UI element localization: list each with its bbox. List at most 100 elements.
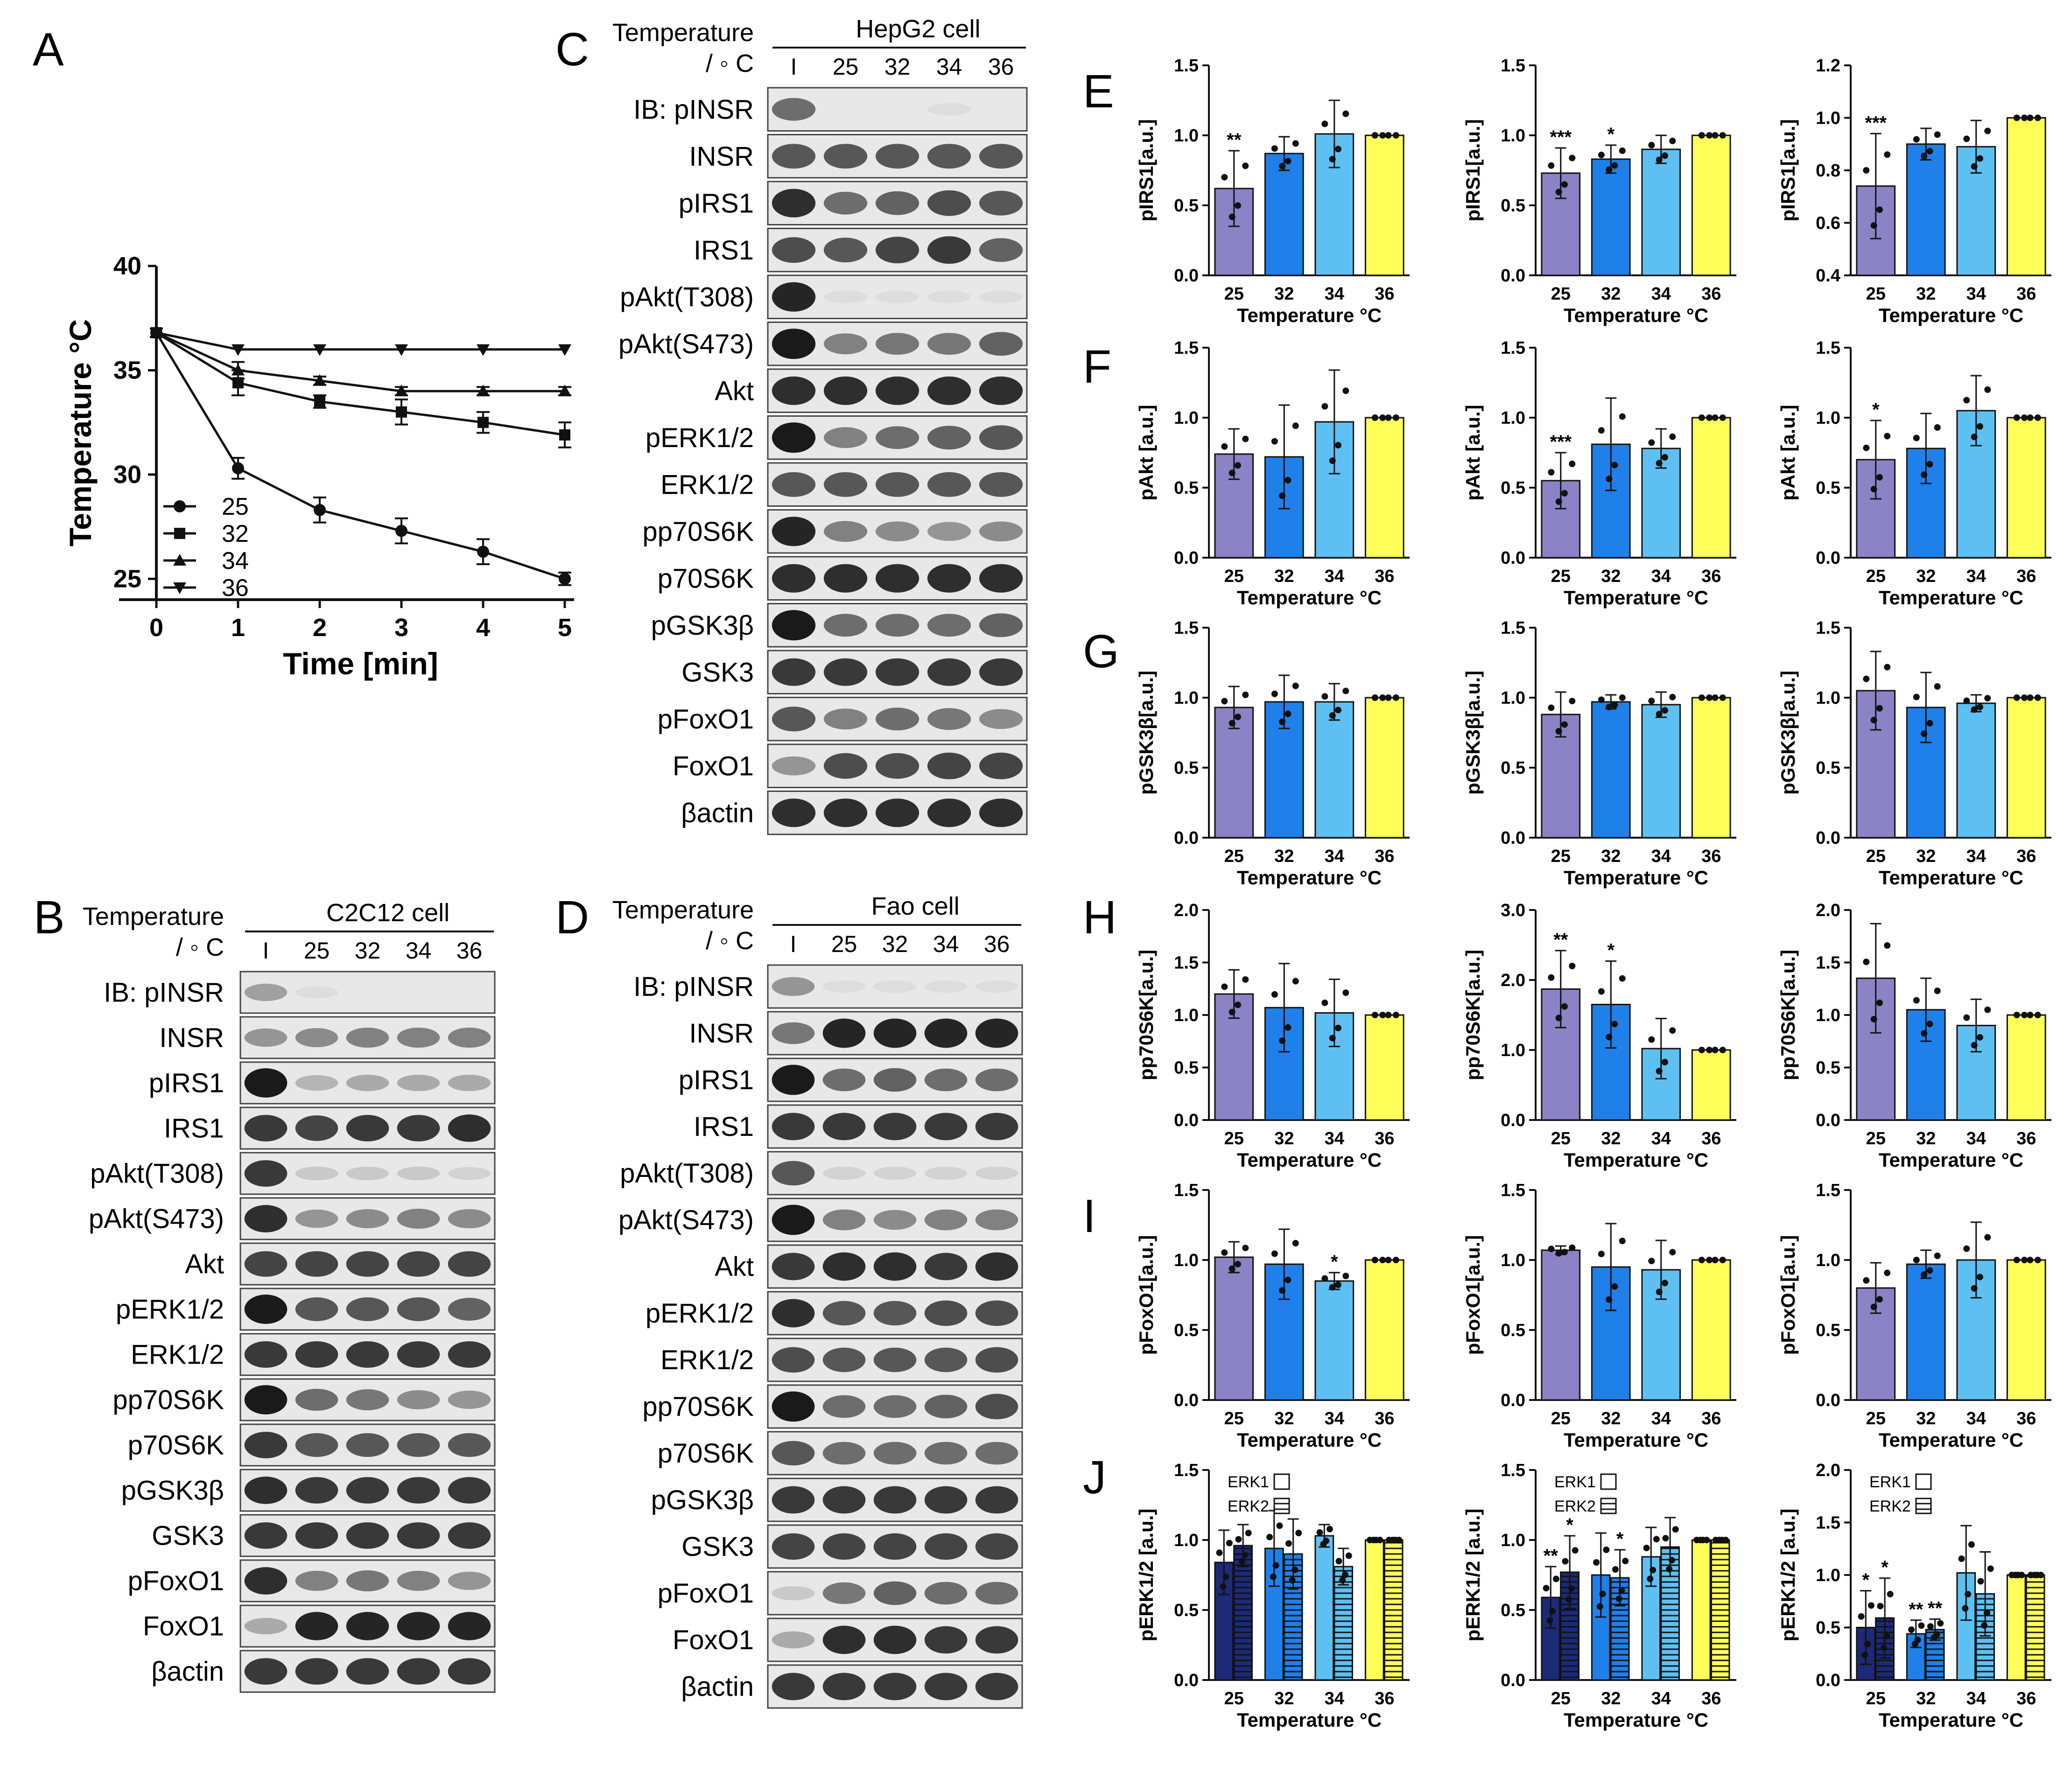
legend-swatch [1600,1473,1617,1490]
blot-band [975,1626,1018,1654]
x-tick-label: 34 [1651,847,1671,866]
blot-row-label: pIRS1 [149,1068,224,1099]
x-tick-label: 36 [1701,1409,1721,1428]
y-tick-label: 0.0 [1174,1671,1199,1690]
replicate-dot [1611,1021,1618,1028]
replicate-dot [1867,1602,1874,1609]
blot-band [346,1209,389,1229]
blot-band [448,1298,491,1321]
replicate-dot [1342,387,1349,394]
blot-band [873,1533,917,1560]
replicate-dot [1234,202,1241,209]
significance-mark: ** [1544,1546,1559,1566]
x-tick-label: 36 [2016,847,2036,866]
bar-chart-H1: 0.0 0.5 1.0 1.5 2.0 pp70S6K[a.u.] 25 32 34 36Temp… [1135,901,1410,1171]
cell-line-label: C2C12 cell [326,899,449,927]
blot-band [823,333,868,355]
blot-band [448,1167,491,1180]
replicate-dot [1643,1545,1650,1552]
blot-row-pAkt(S473): pAkt(S473) [618,1197,1023,1242]
replicate-dot [1341,1571,1348,1578]
data-point [395,525,407,537]
replicate-dot [1870,222,1877,229]
replicate-dot [1234,1260,1241,1267]
cell-line-label: Fao cell [871,892,960,920]
y-tick-label: 1.0 [1816,1566,1840,1585]
bar-chart-H3: 0.0 0.5 1.0 1.5 2.0 pp70S6K[a.u.] 25 32 34 36Temp… [1777,901,2051,1171]
replicate-dot [1241,1552,1248,1559]
temperature-label: Temperature [612,896,754,924]
y-tick-label: 1.5 [1174,1461,1199,1480]
bar-chart-I2: 0.0 0.5 1.0 1.5 pFoxO1[a.u.] 25 32 34 36Temperat… [1462,1181,1736,1451]
replicate-dot [1911,1640,1918,1647]
replicate-dot [2021,1012,2028,1018]
blot-row-label: pAkt(S473) [618,329,754,359]
replicate-dot [1650,1567,1657,1574]
y-tick-label: 25 [113,565,141,593]
x-tick-label: 25 [1866,1129,1886,1148]
bar-chart-G1: 0.0 0.5 1.0 1.5 pGSK3β[a.u.] 25 32 34 36Temperat… [1135,618,1410,889]
blot-band [822,1347,866,1372]
replicate-dot [1712,414,1719,421]
x-tick-label: 32 [1274,567,1294,586]
bar-32-32 [1591,158,1631,276]
blot-band [244,1341,288,1368]
blot-band [927,144,971,169]
blot-band [346,1074,389,1092]
replicate-dot [1863,444,1870,451]
x-tick-label: 32 [1274,1689,1294,1708]
replicate-dot [2037,1572,2044,1578]
replicate-dot [1271,1250,1278,1257]
y-tick-label: 1.0 [1816,1251,1840,1270]
blot-row-Akt: Akt [185,1242,496,1286]
legend-entry: 34 [163,547,249,574]
x-axis-label: Temperature °C [1879,1149,2023,1171]
replicate-dot [1321,999,1328,1006]
bar-chart-I3: 0.0 0.5 1.0 1.5 pFoxO1[a.u.] 25 32 34 36Temperat… [1777,1181,2051,1451]
lane-label: I [790,931,797,957]
blot-band [975,1533,1018,1560]
bar-34-34 [1956,702,1996,839]
replicate-dot [1971,1285,1978,1292]
replicate-dot [1706,1257,1713,1263]
blot-band [448,1114,491,1142]
blot-band [924,1626,968,1654]
replicate-dot [1698,1257,1705,1263]
replicate-dot [1884,151,1891,158]
blot-band [924,1300,968,1326]
blot-band [448,1074,491,1092]
blot-row-label: ERK1/2 [660,469,754,500]
blot-row-label: FoxO1 [673,1625,754,1655]
y-tick-label: 0.5 [1501,758,1525,778]
bar-hatch [1710,1539,1730,1681]
x-tick-label: 36 [1375,847,1394,866]
replicate-dot [1370,1537,1377,1543]
replicate-dot [1656,460,1663,467]
y-axis-label: Temperature °C [63,319,98,546]
replicate-dot [1661,707,1668,714]
x-tick-label: 25 [1224,847,1244,866]
replicate-dot [1239,1558,1246,1565]
x-tick-label: 36 [1375,567,1394,586]
data-point [477,546,489,558]
replicate-dot [1619,147,1626,154]
blot-band [875,614,920,637]
replicate-dot [1392,1257,1399,1263]
data-point [477,417,489,428]
replicate-dot [1555,1015,1562,1022]
bar-ERK1-36 [1691,1539,1711,1681]
replicate-dot [1698,414,1705,421]
blot-band [346,1115,389,1141]
blot-band [927,291,971,303]
y-tick-label: 0.5 [1501,1321,1525,1340]
replicate-dot [1345,1552,1352,1559]
replicate-dot [1329,712,1336,719]
replicate-dot [1963,697,1970,704]
y-tick-label: 0.8 [1816,161,1840,181]
replicate-dot [1716,1537,1723,1543]
bar-32-32 [1906,1263,1946,1401]
y-axis-label: pGSK3β[a.u.] [1135,671,1157,795]
blot-band [295,1028,338,1048]
x-axis-label: Temperature °C [1564,867,1708,889]
replicate-dot [1292,1240,1299,1246]
